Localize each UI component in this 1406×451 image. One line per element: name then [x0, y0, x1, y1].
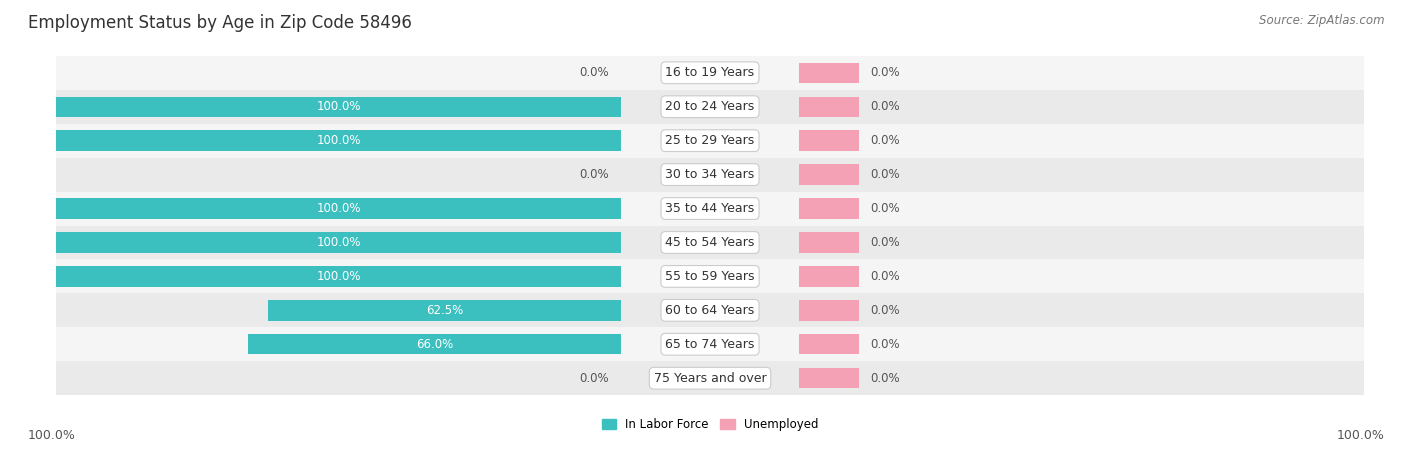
Text: 75 Years and over: 75 Years and over — [654, 372, 766, 385]
Bar — [56, 158, 1364, 192]
Bar — [799, 266, 859, 286]
Text: 0.0%: 0.0% — [579, 168, 609, 181]
Text: 66.0%: 66.0% — [416, 338, 453, 351]
Bar — [56, 90, 1364, 124]
Text: 0.0%: 0.0% — [579, 372, 609, 385]
Legend: In Labor Force, Unemployed: In Labor Force, Unemployed — [596, 413, 824, 436]
Text: 100.0%: 100.0% — [28, 429, 76, 442]
Bar — [56, 97, 621, 117]
Text: 0.0%: 0.0% — [579, 66, 609, 79]
Bar — [56, 266, 621, 286]
Text: 100.0%: 100.0% — [316, 270, 361, 283]
Text: 35 to 44 Years: 35 to 44 Years — [665, 202, 755, 215]
Text: 100.0%: 100.0% — [316, 202, 361, 215]
Bar — [799, 368, 859, 388]
Text: 60 to 64 Years: 60 to 64 Years — [665, 304, 755, 317]
Bar — [799, 63, 859, 83]
Bar — [56, 56, 1364, 90]
Text: 0.0%: 0.0% — [870, 134, 900, 147]
Text: 100.0%: 100.0% — [316, 100, 361, 113]
Bar — [799, 165, 859, 185]
Text: 100.0%: 100.0% — [1337, 429, 1385, 442]
Text: 0.0%: 0.0% — [870, 270, 900, 283]
Text: 25 to 29 Years: 25 to 29 Years — [665, 134, 755, 147]
Text: 62.5%: 62.5% — [426, 304, 463, 317]
Bar — [56, 130, 621, 151]
Bar — [56, 226, 1364, 259]
Text: Source: ZipAtlas.com: Source: ZipAtlas.com — [1260, 14, 1385, 27]
Text: 0.0%: 0.0% — [870, 100, 900, 113]
Bar — [56, 361, 1364, 395]
Bar — [56, 293, 1364, 327]
Bar — [56, 327, 1364, 361]
Text: 0.0%: 0.0% — [870, 372, 900, 385]
Bar — [249, 334, 621, 354]
Bar — [799, 334, 859, 354]
Bar — [799, 232, 859, 253]
Text: 0.0%: 0.0% — [870, 338, 900, 351]
Text: Employment Status by Age in Zip Code 58496: Employment Status by Age in Zip Code 584… — [28, 14, 412, 32]
Text: 30 to 34 Years: 30 to 34 Years — [665, 168, 755, 181]
Text: 16 to 19 Years: 16 to 19 Years — [665, 66, 755, 79]
Text: 45 to 54 Years: 45 to 54 Years — [665, 236, 755, 249]
Bar — [799, 198, 859, 219]
Text: 65 to 74 Years: 65 to 74 Years — [665, 338, 755, 351]
Text: 20 to 24 Years: 20 to 24 Years — [665, 100, 755, 113]
Bar — [269, 300, 621, 321]
Text: 0.0%: 0.0% — [870, 236, 900, 249]
Bar — [56, 259, 1364, 293]
Bar — [56, 124, 1364, 158]
Bar — [56, 198, 621, 219]
Bar — [56, 192, 1364, 226]
Bar — [56, 232, 621, 253]
Text: 0.0%: 0.0% — [870, 304, 900, 317]
Text: 0.0%: 0.0% — [870, 202, 900, 215]
Bar — [799, 130, 859, 151]
Text: 100.0%: 100.0% — [316, 134, 361, 147]
Bar — [799, 97, 859, 117]
Text: 0.0%: 0.0% — [870, 66, 900, 79]
Text: 0.0%: 0.0% — [870, 168, 900, 181]
Bar — [799, 300, 859, 321]
Text: 100.0%: 100.0% — [316, 236, 361, 249]
Text: 55 to 59 Years: 55 to 59 Years — [665, 270, 755, 283]
